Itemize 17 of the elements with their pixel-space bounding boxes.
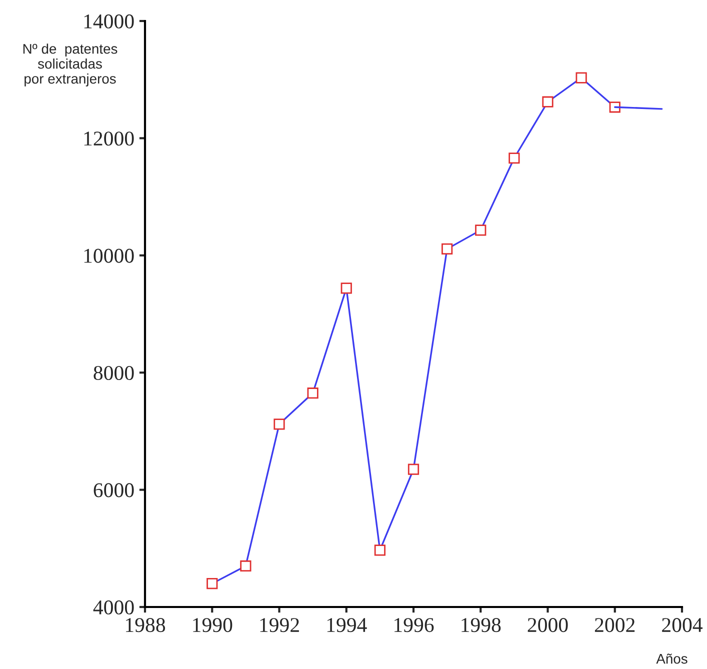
y-tick-label: 4000 [93,600,134,614]
y-tick-label: 8000 [94,366,134,380]
x-tick-label: 2002 [594,618,635,632]
x-tick-label: 1988 [126,618,166,632]
x-tick-label: 1996 [394,618,434,632]
y-tick-label: 6000 [94,483,134,498]
y-tick-label: 12000 [84,132,134,146]
x-tick-label: 2004 [662,618,703,632]
y-axis-title: Nº de patentes solicitadas por extranjeros [23,44,118,86]
x-tick-label: 1998 [462,618,501,632]
x-tick-label: 1994 [327,618,367,632]
x-tick-label: 2000 [528,618,568,632]
y-tick-label: 14000 [84,14,134,28]
y-tick-label: 10000 [84,248,134,263]
x-tick-label: 1990 [193,618,232,632]
x-axis-title: Años [656,654,688,664]
x-tick-label: 1992 [260,618,299,632]
